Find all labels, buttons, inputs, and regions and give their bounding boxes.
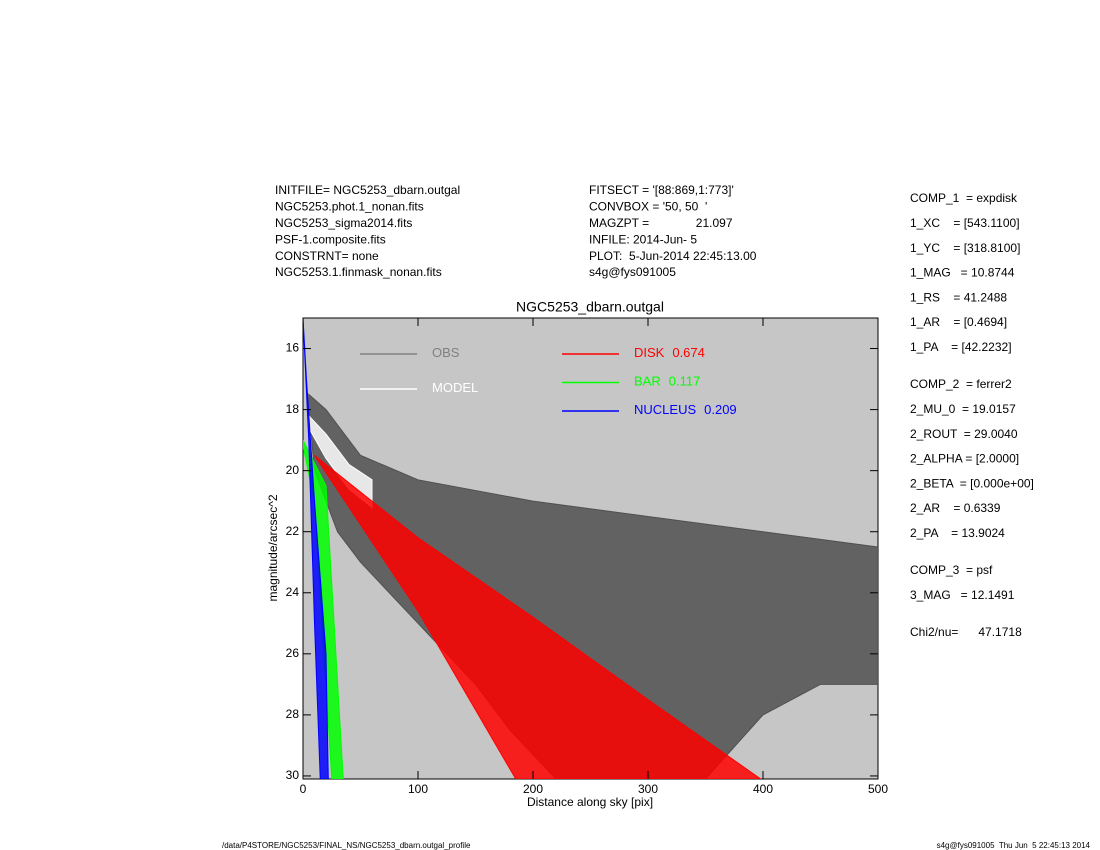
- header-line: MAGZPT = 21.097: [589, 216, 733, 230]
- legend-name: MODEL: [432, 380, 478, 395]
- footer-right: s4g@fys091005 Thu Jun 5 22:45:13 2014: [937, 841, 1091, 850]
- parameter-line: 1_RS = 41.2488: [910, 290, 1007, 304]
- profile-band: [314, 454, 762, 779]
- x-tick-label: 500: [868, 782, 888, 796]
- parameter-line: 1_XC = [543.1100]: [910, 216, 1020, 230]
- parameter-line: 2_PA = 13.9024: [910, 526, 1005, 540]
- header-middle: FITSECT = '[88:869,1:773]' CONVBOX = '50,…: [589, 183, 757, 279]
- profile-band: [303, 318, 329, 779]
- axes: 0 100 200 300 400 500 16 18 20 22 24 26 28 30: [286, 318, 888, 796]
- header-line: NGC5253.1.finmask_nonan.fits: [275, 265, 442, 279]
- chart-title: NGC5253_dbarn.outgal: [516, 299, 664, 315]
- y-tick-label: 24: [286, 585, 300, 599]
- y-tick-label: 28: [286, 707, 300, 721]
- parameter-line: COMP_2 = ferrer2: [910, 377, 1012, 391]
- x-tick-label: 400: [753, 782, 773, 796]
- x-tick-label: 300: [638, 782, 658, 796]
- header-line: INITFILE= NGC5253_dbarn.outgal: [275, 183, 460, 197]
- parameter-line: 2_BETA = [0.000e+00]: [910, 476, 1034, 490]
- header-line: s4g@fys091005: [589, 265, 676, 279]
- y-tick-label: 20: [286, 463, 300, 477]
- legend: OBS MODEL DISK 0.674 BAR 0.117 NUCLEUS 0.209: [360, 345, 737, 417]
- parameter-line: 2_AR = 0.6339: [910, 501, 1001, 515]
- y-axis-label: magnitude/arcsec^2: [266, 494, 280, 601]
- parameter-line: 1_MAG = 10.8744: [910, 266, 1015, 280]
- header-line: CONSTRNT= none: [275, 249, 379, 263]
- legend-fraction: 0.117: [669, 374, 701, 389]
- header-line: CONVBOX = '50, 50 ': [589, 200, 707, 214]
- legend-name: NUCLEUS: [634, 402, 696, 417]
- parameter-line: 1_AR = [0.4694]: [910, 315, 1007, 329]
- header-line: PLOT: 5-Jun-2014 22:45:13.00: [589, 249, 757, 263]
- x-tick-label: 200: [523, 782, 543, 796]
- header-line: NGC5253.phot.1_nonan.fits: [275, 200, 424, 214]
- profile-band: [308, 393, 878, 779]
- parameter-line: 3_MAG = 12.1491: [910, 588, 1015, 602]
- header-line: INFILE: 2014-Jun- 5: [589, 232, 697, 246]
- parameter-line: 2_ROUT = 29.0040: [910, 427, 1018, 441]
- parameters: COMP_1 = expdisk 1_XC = [543.1100] 1_YC = …: [910, 191, 1034, 639]
- parameter-line: 1_PA = [42.2232]: [910, 340, 1012, 354]
- x-tick-label: 100: [408, 782, 428, 796]
- y-tick-label: 22: [286, 524, 300, 538]
- parameter-line: COMP_3 = psf: [910, 563, 993, 577]
- legend-name: BAR: [634, 374, 661, 389]
- parameter-line: Chi2/nu= 47.1718: [910, 625, 1022, 639]
- legend-fraction: 0.674: [672, 345, 705, 360]
- parameter-line: COMP_1 = expdisk: [910, 191, 1018, 205]
- legend-fraction: 0.209: [704, 402, 737, 417]
- plot-marks: [303, 318, 878, 779]
- header-line: PSF-1.composite.fits: [275, 232, 386, 246]
- parameter-line: 2_MU_0 = 19.0157: [910, 402, 1016, 416]
- legend-label: NUCLEUS 0.209: [634, 402, 737, 417]
- y-tick-label: 18: [286, 402, 300, 416]
- parameter-line: 2_ALPHA = [2.0000]: [910, 452, 1019, 466]
- legend-name: DISK: [634, 345, 665, 360]
- x-tick-label: 0: [300, 782, 307, 796]
- legend-label: OBS: [432, 345, 460, 360]
- legend-label: DISK 0.674: [634, 345, 705, 360]
- legend-label: MODEL: [432, 380, 478, 395]
- legend-name: OBS: [432, 345, 460, 360]
- y-tick-label: 16: [286, 341, 300, 355]
- footer-left: /data/P4STORE/NGC5253/FINAL_NS/NGC5253_d…: [222, 841, 471, 850]
- legend-label: BAR 0.117: [634, 374, 700, 389]
- parameter-line: 1_YC = [318.8100]: [910, 241, 1020, 255]
- y-tick-label: 26: [286, 646, 300, 660]
- x-axis-label: Distance along sky [pix]: [527, 795, 653, 809]
- y-tick-label: 30: [286, 768, 300, 782]
- header-left: INITFILE= NGC5253_dbarn.outgal NGC5253.ph…: [275, 183, 460, 279]
- header-line: FITSECT = '[88:869,1:773]': [589, 183, 734, 197]
- header-line: NGC5253_sigma2014.fits: [275, 216, 412, 230]
